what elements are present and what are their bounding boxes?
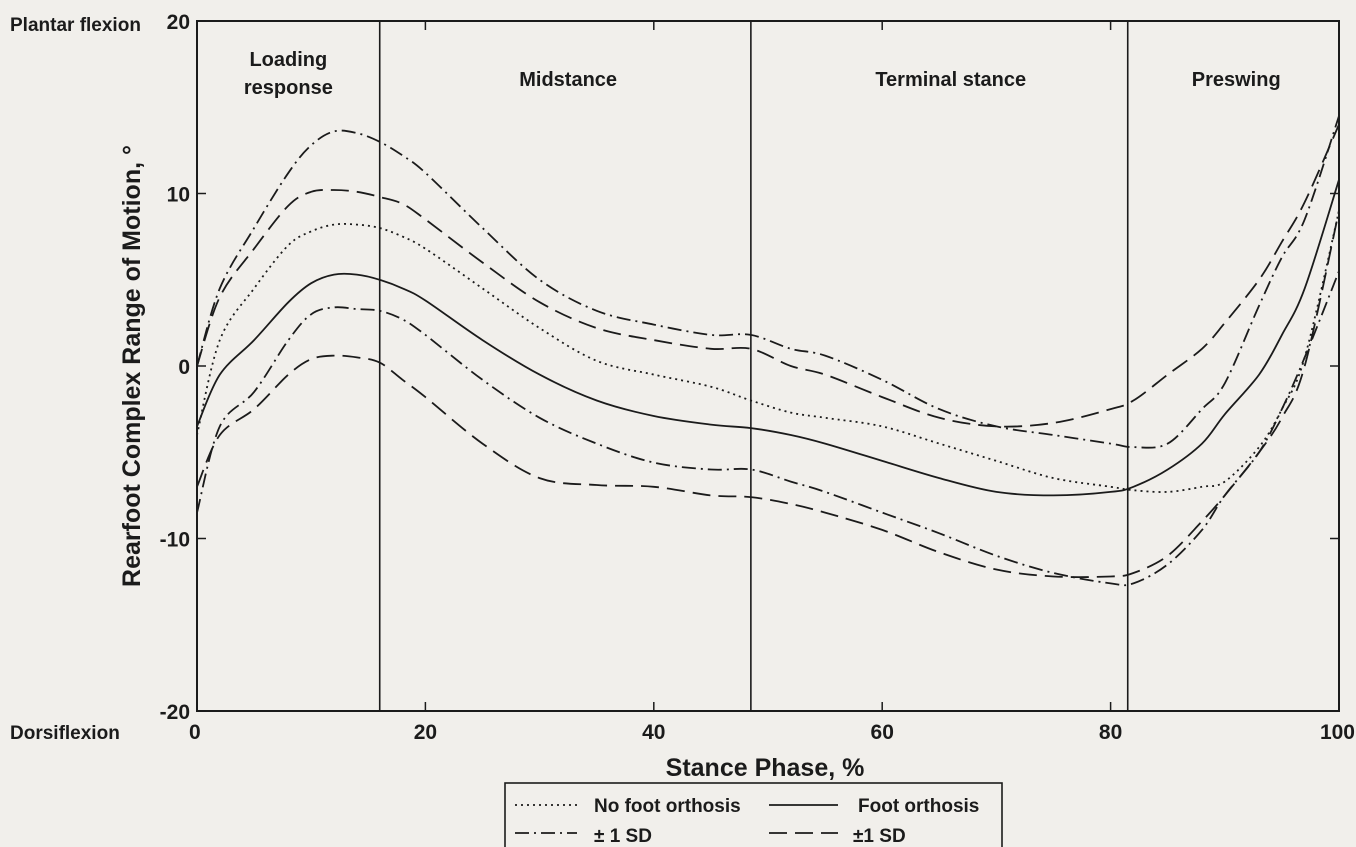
y-tick-label-10: 10 [167,184,190,207]
x-tick-label-20: 20 [414,721,437,744]
series-line-orthosis-minus-sd [196,210,1340,579]
y-tick-label--10: -10 [160,529,190,552]
legend-label-no-orthosis: No foot orthosis [594,796,741,817]
phase-label-1-line-1: Loading [249,49,327,71]
series-line-no-orthosis-minus-sd [196,270,1340,587]
series-line-no-orthosis-plus-sd [196,115,1340,449]
legend-label-no-orthosis-sd: ± 1 SD [594,826,652,847]
legend-box [504,782,1003,847]
x-axis-ticks: 0 20 40 60 80 100 [189,21,1355,744]
phase-label-2: Midstance [519,69,617,91]
x-tick-label-40: 40 [642,721,665,744]
phase-label-4: Preswing [1192,69,1281,91]
y-axis-ticks: -20 -10 0 10 20 [160,11,1339,724]
x-tick-label-80: 80 [1099,721,1122,744]
y-bottom-label: Dorsiflexion [10,723,120,744]
series-lines [196,115,1340,587]
y-tick-label-0: 0 [178,356,190,379]
y-top-label: Plantar flexion [10,15,141,36]
phase-divider-lines [378,21,1129,711]
y-axis-label: Rearfoot Complex Range of Motion, ° [118,145,146,587]
phase-labels: Loading response Midstance Terminal stance P… [244,49,1281,99]
legend: No foot orthosis Foot orthosis ± 1 SD ±1… [504,782,1003,847]
x-tick-label-100: 100 [1320,721,1355,744]
series-line-orthosis [196,179,1340,497]
y-tick-label--20: -20 [160,701,190,724]
legend-label-orthosis-sd: ±1 SD [853,826,906,847]
y-tick-label-20: 20 [167,11,190,34]
legend-label-orthosis: Foot orthosis [858,796,979,817]
phase-label-1-line-2: response [244,77,333,99]
x-tick-label-0: 0 [189,721,201,744]
series-line-orthosis-plus-sd [196,124,1340,428]
x-axis-label: Stance Phase, % [666,754,865,782]
plot-area-frame [196,20,1340,712]
phase-label-3: Terminal stance [875,69,1026,91]
x-tick-label-60: 60 [871,721,894,744]
series-line-no-orthosis [196,210,1340,493]
